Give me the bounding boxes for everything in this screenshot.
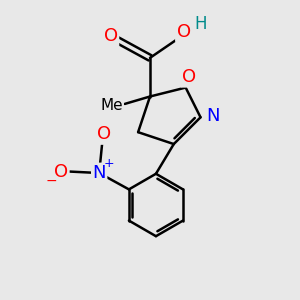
- Text: H: H: [194, 15, 207, 33]
- Text: N: N: [206, 107, 220, 125]
- Text: O: O: [182, 68, 196, 86]
- Text: Me: Me: [100, 98, 123, 113]
- Text: −: −: [45, 173, 57, 188]
- Text: +: +: [103, 157, 114, 170]
- Text: O: O: [176, 23, 190, 41]
- Text: O: O: [97, 125, 111, 143]
- Text: N: N: [92, 164, 106, 182]
- Text: O: O: [104, 28, 118, 46]
- Text: O: O: [54, 163, 68, 181]
